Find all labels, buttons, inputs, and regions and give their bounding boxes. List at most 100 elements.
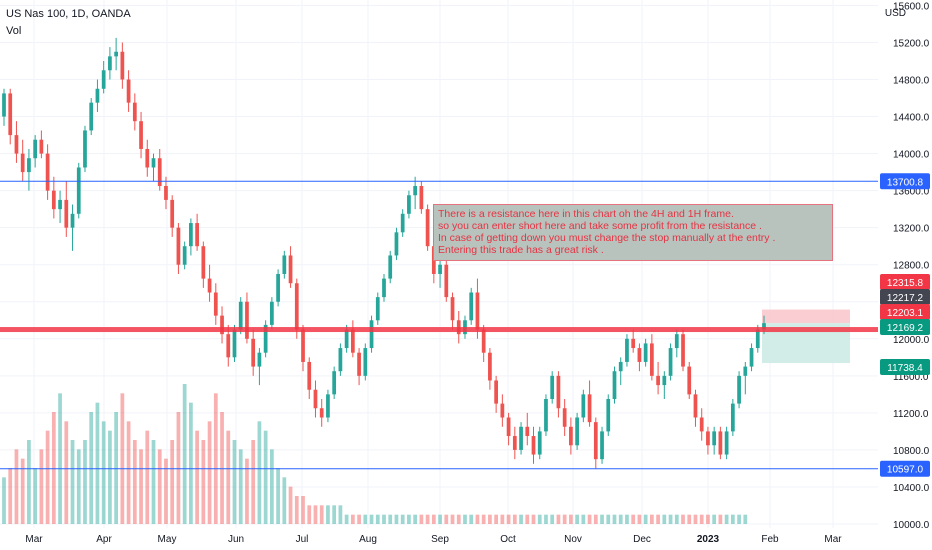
x-tick-label: Jun bbox=[228, 534, 244, 545]
candle-body bbox=[512, 436, 517, 450]
candle-body bbox=[556, 375, 561, 409]
volume-bar bbox=[257, 421, 262, 524]
candle-body bbox=[531, 436, 536, 455]
x-tick-label: Feb bbox=[761, 534, 779, 545]
volume-bar bbox=[506, 514, 511, 524]
text-annotation[interactable]: There is a resistance here in this chart… bbox=[433, 204, 833, 261]
candle-body bbox=[126, 79, 131, 103]
candle-body bbox=[313, 389, 318, 409]
volume-bar bbox=[562, 514, 567, 524]
candle-body bbox=[637, 348, 642, 362]
y-tick-label: 10400.0 bbox=[893, 483, 930, 494]
candle-body bbox=[587, 394, 592, 423]
x-tick-label: Mar bbox=[25, 534, 43, 545]
candle-body bbox=[45, 153, 50, 191]
price-label-text: 11738.4 bbox=[887, 363, 923, 374]
volume-bar bbox=[550, 514, 555, 524]
horizontal-lines[interactable] bbox=[0, 180, 878, 470]
candle-body bbox=[550, 375, 555, 399]
stop-loss-zone bbox=[762, 309, 850, 324]
candle-body bbox=[201, 246, 206, 279]
volume-bar bbox=[743, 514, 748, 524]
candle-body bbox=[369, 320, 374, 349]
x-tick-label: Dec bbox=[633, 534, 651, 545]
volume-bar bbox=[101, 421, 106, 524]
volume-bar bbox=[500, 514, 505, 524]
volume-bar bbox=[170, 440, 175, 524]
volume-bar bbox=[394, 514, 399, 524]
candle-body bbox=[164, 186, 168, 200]
volume-bar bbox=[51, 412, 56, 524]
candle-body bbox=[755, 329, 760, 349]
volume-bar bbox=[481, 514, 486, 524]
x-tick-label: 2023 bbox=[697, 534, 720, 545]
candle-body bbox=[625, 338, 629, 362]
volume-bar bbox=[425, 514, 430, 524]
volume-indicator-label[interactable]: Vol bbox=[6, 25, 22, 37]
volume-bar bbox=[625, 514, 629, 524]
volume-bar bbox=[164, 458, 168, 524]
volume-bar bbox=[369, 514, 374, 524]
volume-bar bbox=[201, 440, 206, 524]
x-tick-label: Jul bbox=[296, 534, 309, 545]
volume-bar bbox=[693, 514, 698, 524]
price-label-box bbox=[880, 289, 930, 305]
volume-bar bbox=[699, 514, 704, 524]
candle-body bbox=[132, 102, 137, 122]
volume-bar bbox=[182, 384, 187, 524]
candle-body bbox=[276, 273, 280, 302]
volume-bar bbox=[338, 505, 343, 524]
volume-bar bbox=[469, 514, 474, 524]
volume-bar bbox=[388, 514, 393, 524]
price-label-box bbox=[880, 460, 930, 477]
candle-body bbox=[39, 139, 44, 154]
volume-bar bbox=[556, 514, 561, 524]
volume-bar bbox=[531, 514, 536, 524]
y-tick-label: 12800.0 bbox=[893, 261, 930, 272]
candle-body bbox=[20, 153, 25, 173]
candle-body bbox=[438, 264, 442, 274]
volume-bar bbox=[438, 514, 442, 524]
volume-bar bbox=[238, 449, 243, 524]
time-axis[interactable]: Mar Apr May Jun Jul Aug Sep Oct Nov Dec 2023 Feb Mar bbox=[25, 534, 842, 545]
candle-body bbox=[108, 56, 112, 71]
candle-body bbox=[749, 348, 754, 367]
candle-body bbox=[569, 426, 573, 446]
volume-bar bbox=[730, 514, 735, 524]
candle-body bbox=[157, 158, 162, 187]
volume-bar bbox=[400, 514, 405, 524]
candle-body bbox=[562, 408, 567, 427]
volume-bar bbox=[307, 505, 312, 524]
candle-body bbox=[8, 93, 13, 136]
candle-body bbox=[76, 167, 81, 214]
volume-bar bbox=[176, 412, 181, 524]
volume-bar bbox=[344, 514, 349, 524]
x-tick-label: Aug bbox=[359, 534, 377, 545]
candle-body bbox=[319, 408, 324, 418]
candle-body bbox=[245, 301, 249, 339]
volume-bar bbox=[512, 514, 517, 524]
symbol-title[interactable]: US Nas 100, 1D, OANDA bbox=[6, 8, 131, 20]
volume-bar bbox=[737, 514, 741, 524]
candle-body bbox=[27, 158, 31, 173]
volume-bar bbox=[382, 514, 386, 524]
volume-bar bbox=[544, 514, 548, 524]
candle-body bbox=[519, 426, 523, 450]
candle-body bbox=[145, 148, 150, 168]
volume-bar bbox=[189, 402, 193, 524]
candle-body bbox=[33, 139, 38, 159]
price-axis[interactable]: 10000.0 10400.0 10800.0 11200.0 11600.0 12000… bbox=[893, 1, 930, 531]
volume-bar bbox=[251, 440, 256, 524]
candle-body bbox=[737, 375, 741, 404]
candle-body bbox=[674, 334, 679, 349]
candle-body bbox=[226, 334, 231, 358]
candle-body bbox=[307, 361, 312, 390]
volume-bar bbox=[350, 514, 355, 524]
candle-body bbox=[699, 417, 704, 432]
y-tick-label: 14800.0 bbox=[893, 76, 930, 87]
currency-label: USD bbox=[884, 8, 906, 19]
candle-body bbox=[338, 348, 343, 372]
candle-body bbox=[344, 329, 349, 349]
candle-body bbox=[170, 199, 175, 228]
